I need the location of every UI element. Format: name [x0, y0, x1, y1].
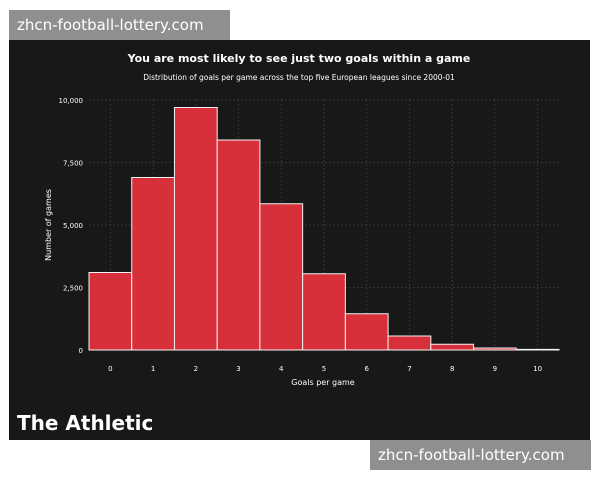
x-tick-label: 6	[364, 365, 369, 373]
bar-goals-0	[88, 272, 133, 351]
y-tick-label: 7,500	[63, 160, 83, 168]
y-tick-label: 5,000	[63, 222, 83, 230]
chart-panel: You are most likely to see just two goal…	[9, 40, 590, 440]
y-tick-label: 10,000	[59, 97, 84, 105]
bars	[88, 107, 560, 351]
y-axis-ticks: 0 2,500 5,000 7,500 10,000	[59, 97, 84, 355]
x-tick-label: 9	[493, 365, 497, 373]
y-tick-label: 0	[79, 347, 83, 355]
y-tick-label: 2,500	[63, 285, 83, 293]
y-axis-label: Number of games	[44, 189, 53, 261]
bar-goals-4	[259, 203, 304, 351]
x-tick-label: 2	[194, 365, 198, 373]
bar-goals-2	[173, 107, 218, 351]
x-tick-label: 7	[407, 365, 411, 373]
bar-goals-6	[344, 313, 389, 351]
x-tick-label: 1	[151, 365, 155, 373]
x-axis-label: Goals per game	[291, 378, 355, 387]
bar-goals-5	[302, 273, 346, 351]
x-tick-label: 10	[533, 365, 542, 373]
bar-goals-1	[131, 177, 175, 351]
chart-subtitle: Distribution of goals per game across th…	[143, 73, 455, 82]
bar-goals-9	[473, 347, 517, 351]
bar-goals-7	[387, 335, 432, 351]
watermark-bottom: zhcn-football-lottery.com	[370, 440, 591, 470]
watermark-top: zhcn-football-lottery.com	[9, 10, 230, 40]
x-tick-label: 4	[279, 365, 284, 373]
chart-title: You are most likely to see just two goal…	[127, 52, 471, 65]
the-athletic-logo: The Athletic	[17, 411, 153, 435]
x-tick-label: 0	[108, 365, 112, 373]
bar-goals-3	[216, 139, 261, 351]
histogram-chart: You are most likely to see just two goal…	[17, 52, 560, 435]
bar-goals-8	[430, 343, 475, 351]
x-axis-ticks: 0 1 2 3 4 5 6 7 8 9 10	[108, 365, 542, 373]
x-tick-label: 5	[322, 365, 326, 373]
bar-goals-10	[515, 348, 560, 351]
x-tick-label: 8	[450, 365, 454, 373]
x-tick-label: 3	[236, 365, 240, 373]
